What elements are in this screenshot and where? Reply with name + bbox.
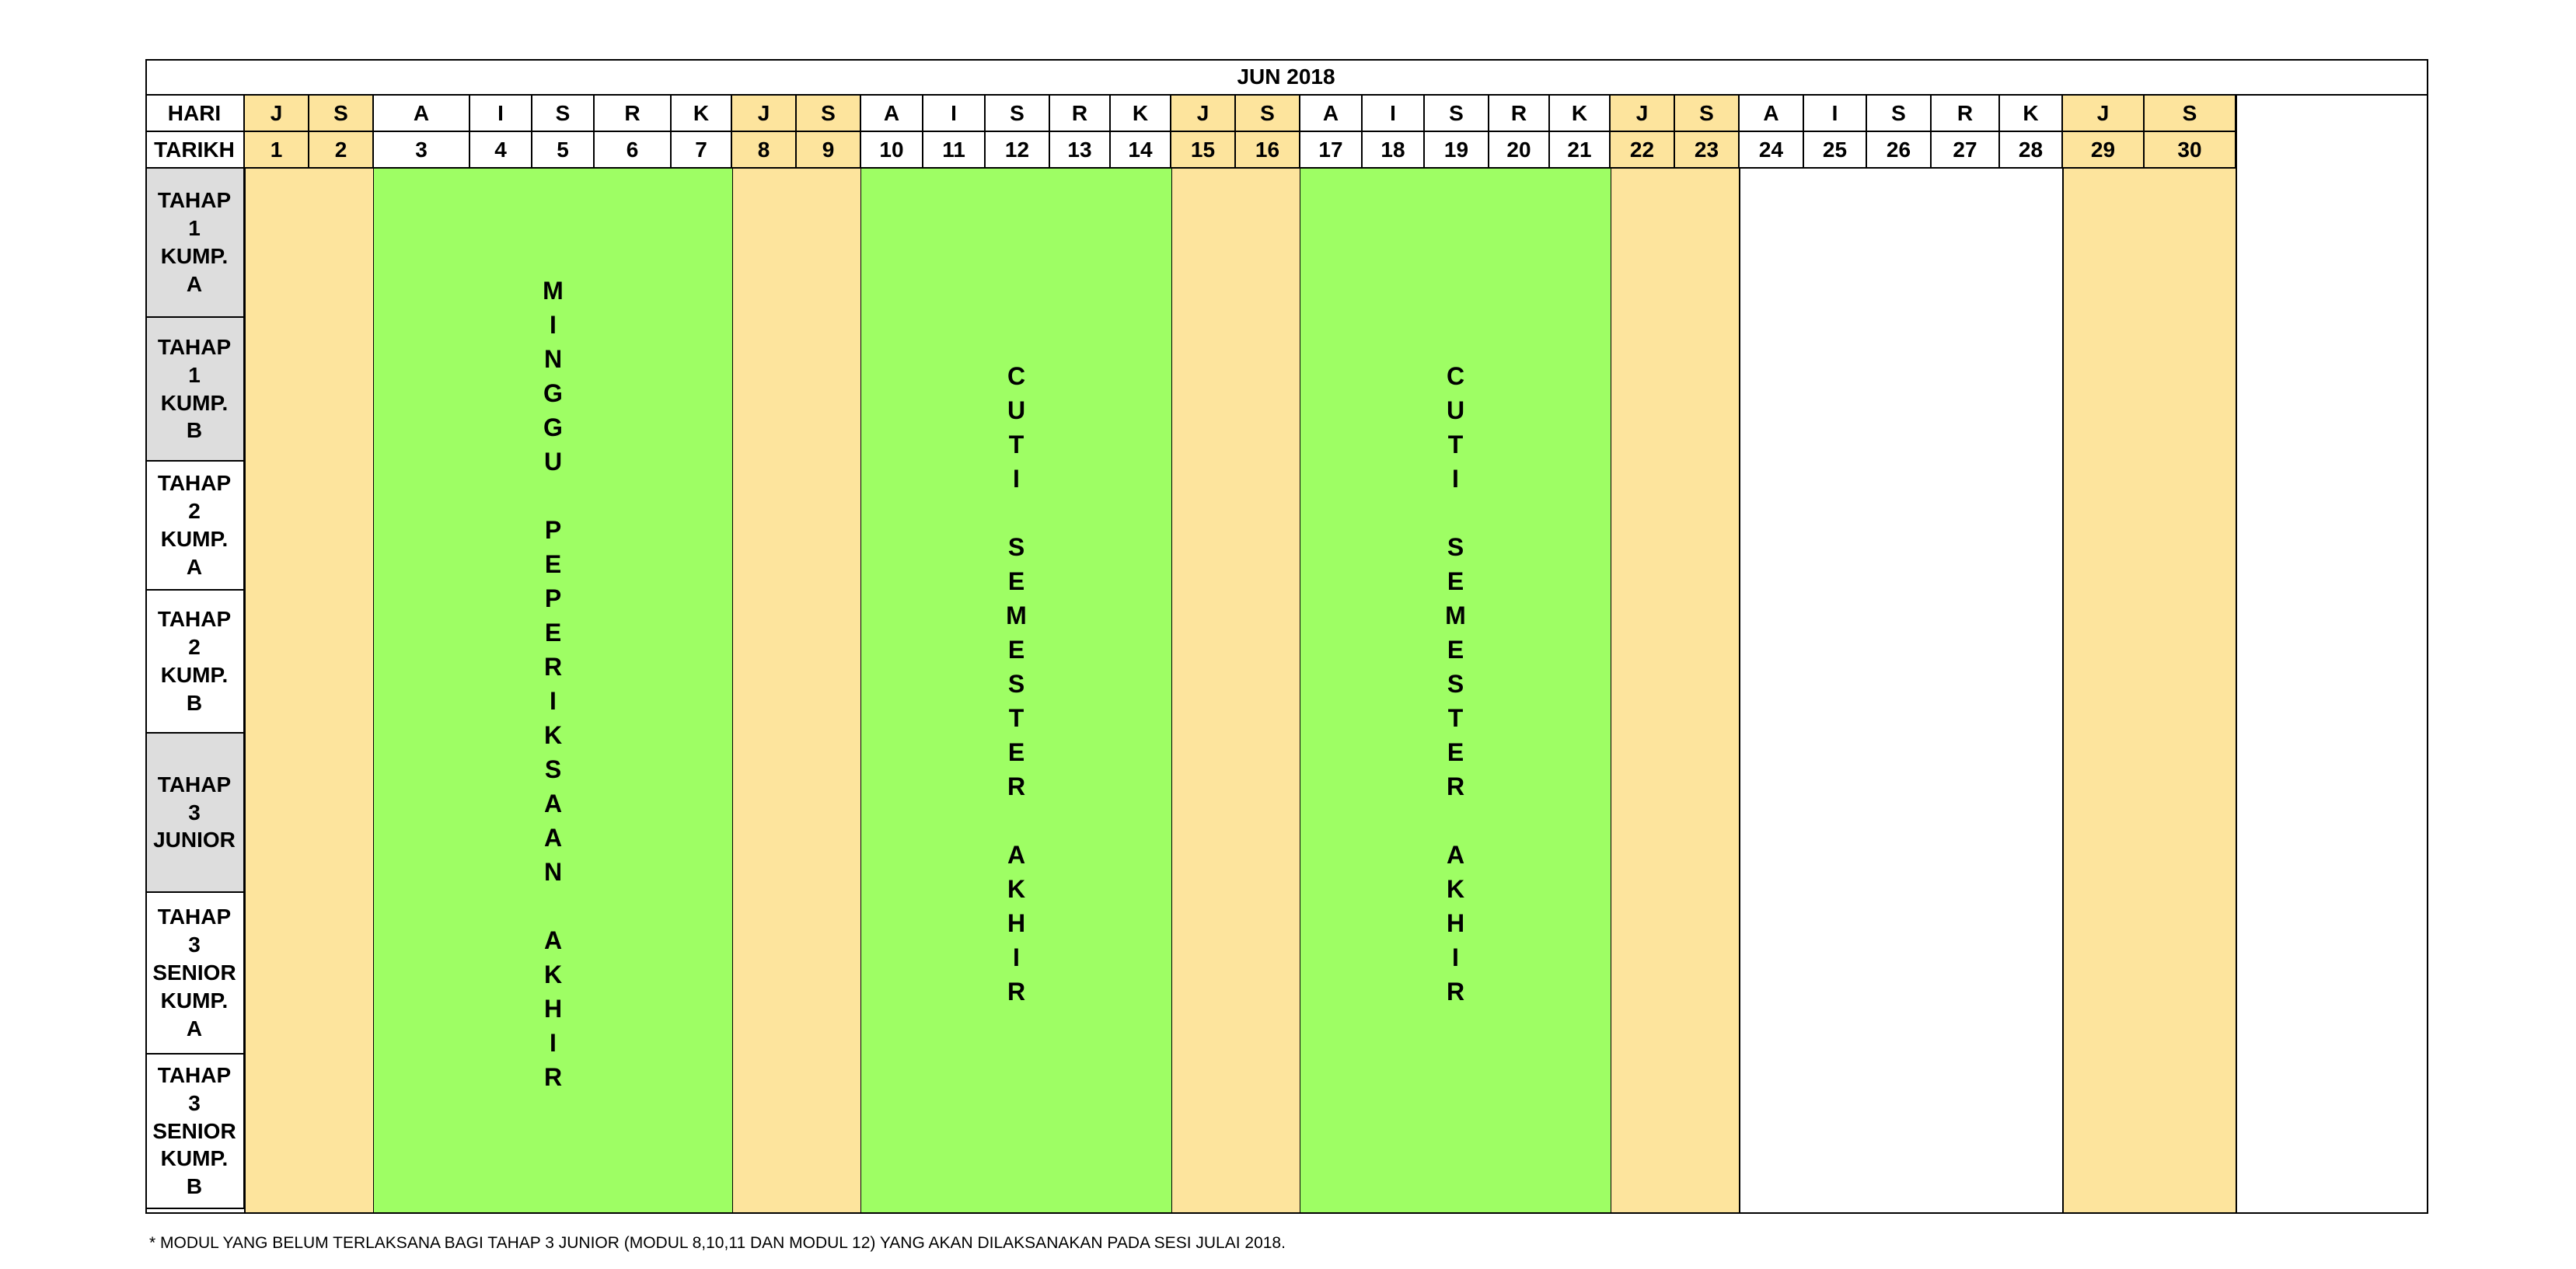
day-letter-29: J xyxy=(2063,96,2145,132)
column-divider xyxy=(2236,96,2237,1214)
tarikh-label: TARIKH xyxy=(145,132,245,169)
weekend-column-8 xyxy=(732,169,797,1214)
day-letter-26: S xyxy=(1867,96,1932,132)
date-number-16: 16 xyxy=(1236,132,1300,169)
day-letter-4: I xyxy=(470,96,532,132)
column-divider xyxy=(244,169,246,1214)
day-letter-30: S xyxy=(2145,96,2236,132)
day-letter-19: S xyxy=(1425,96,1489,132)
weekend-column-15 xyxy=(1171,169,1236,1214)
day-letter-15: J xyxy=(1171,96,1236,132)
date-number-12: 12 xyxy=(986,132,1050,169)
date-number-7: 7 xyxy=(672,132,732,169)
day-letter-18: I xyxy=(1363,96,1425,132)
weekend-column-16 xyxy=(1236,169,1300,1214)
weekend-column-9 xyxy=(797,169,861,1214)
date-number-14: 14 xyxy=(1111,132,1171,169)
date-number-4: 4 xyxy=(470,132,532,169)
date-number-30: 30 xyxy=(2145,132,2236,169)
day-letter-13: R xyxy=(1050,96,1111,132)
date-number-15: 15 xyxy=(1171,132,1236,169)
date-number-5: 5 xyxy=(532,132,595,169)
date-number-2: 2 xyxy=(309,132,374,169)
day-letter-14: K xyxy=(1111,96,1171,132)
day-letter-12: S xyxy=(986,96,1050,132)
day-letter-10: A xyxy=(861,96,923,132)
weekend-column-2 xyxy=(309,169,374,1214)
event-block xyxy=(861,169,1171,1214)
day-letter-25: I xyxy=(1804,96,1867,132)
table-frame xyxy=(145,59,2428,1214)
event-block xyxy=(1300,169,1611,1214)
footnote: * MODUL YANG BELUM TERLAKSANA BAGI TAHAP… xyxy=(149,1234,1286,1252)
group-label: TAHAP 1 KUMP. A xyxy=(145,169,245,318)
day-letter-20: R xyxy=(1489,96,1550,132)
hari-label: HARI xyxy=(145,96,245,132)
weekend-column-23 xyxy=(1675,169,1740,1214)
weekend-column-22 xyxy=(1611,169,1675,1214)
date-number-27: 27 xyxy=(1932,132,2000,169)
day-letter-16: S xyxy=(1236,96,1300,132)
day-letter-5: S xyxy=(532,96,595,132)
day-letter-3: A xyxy=(374,96,470,132)
column-divider xyxy=(731,169,733,1214)
group-label: TAHAP 3 JUNIOR xyxy=(145,734,245,893)
day-letter-2: S xyxy=(309,96,374,132)
date-number-26: 26 xyxy=(1867,132,1932,169)
day-letter-9: S xyxy=(797,96,861,132)
date-number-25: 25 xyxy=(1804,132,1867,169)
june-2018-calendar: JUN 2018 HARI J S A I S R K J S A I S R K J S A I S R K J S A I S R K… xyxy=(145,59,2428,1214)
date-number-9: 9 xyxy=(797,132,861,169)
date-number-3: 3 xyxy=(374,132,470,169)
day-letter-6: R xyxy=(595,96,672,132)
date-number-23: 23 xyxy=(1675,132,1740,169)
day-letter-24: A xyxy=(1740,96,1804,132)
column-divider xyxy=(1739,169,1740,1214)
date-number-21: 21 xyxy=(1550,132,1611,169)
date-number-11: 11 xyxy=(923,132,986,169)
date-number-22: 22 xyxy=(1611,132,1675,169)
date-number-8: 8 xyxy=(732,132,797,169)
day-letter-27: R xyxy=(1932,96,2000,132)
date-number-19: 19 xyxy=(1425,132,1489,169)
date-number-17: 17 xyxy=(1300,132,1363,169)
day-letter-17: A xyxy=(1300,96,1363,132)
date-number-29: 29 xyxy=(2063,132,2145,169)
month-title: JUN 2018 xyxy=(145,59,2428,96)
date-number-28: 28 xyxy=(2000,132,2063,169)
day-letter-11: I xyxy=(923,96,986,132)
day-letter-23: S xyxy=(1675,96,1740,132)
day-letter-8: J xyxy=(732,96,797,132)
date-number-6: 6 xyxy=(595,132,672,169)
weekend-column-30 xyxy=(2145,169,2236,1214)
date-number-1: 1 xyxy=(245,132,309,169)
day-letter-1: J xyxy=(245,96,309,132)
day-letter-28: K xyxy=(2000,96,2063,132)
day-letter-22: J xyxy=(1611,96,1675,132)
day-letter-7: K xyxy=(672,96,732,132)
date-number-10: 10 xyxy=(861,132,923,169)
weekend-column-29 xyxy=(2063,169,2145,1214)
date-number-24: 24 xyxy=(1740,132,1804,169)
event-block xyxy=(374,169,732,1214)
column-divider xyxy=(2062,169,2064,1214)
date-number-13: 13 xyxy=(1050,132,1111,169)
column-divider xyxy=(1171,169,1172,1214)
weekend-column-1 xyxy=(245,169,309,1214)
column-divider xyxy=(1610,169,1611,1214)
date-number-18: 18 xyxy=(1363,132,1425,169)
date-number-20: 20 xyxy=(1489,132,1550,169)
day-letter-21: K xyxy=(1550,96,1611,132)
